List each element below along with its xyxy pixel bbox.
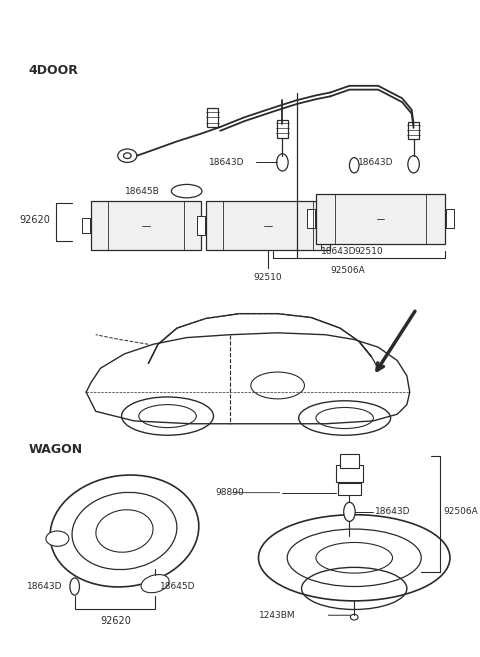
Text: 18645B: 18645B bbox=[124, 187, 159, 196]
Text: 18643D: 18643D bbox=[27, 582, 62, 591]
Text: 18643D: 18643D bbox=[209, 158, 244, 167]
Text: 18645D: 18645D bbox=[160, 582, 195, 591]
Bar bbox=[197, 216, 205, 235]
Text: 4DOOR: 4DOOR bbox=[29, 64, 79, 77]
Bar bbox=[331, 216, 339, 235]
Ellipse shape bbox=[141, 574, 169, 593]
Bar bbox=[340, 455, 359, 468]
Text: 92510: 92510 bbox=[254, 273, 282, 282]
Ellipse shape bbox=[344, 502, 355, 522]
Bar bbox=[83, 218, 90, 233]
Ellipse shape bbox=[46, 531, 69, 547]
Bar bbox=[316, 194, 445, 244]
Bar bbox=[207, 108, 218, 127]
Text: 98890: 98890 bbox=[216, 488, 244, 497]
Bar bbox=[408, 122, 420, 139]
Ellipse shape bbox=[349, 158, 359, 173]
Ellipse shape bbox=[408, 156, 420, 173]
Ellipse shape bbox=[70, 578, 80, 595]
Text: 92510: 92510 bbox=[354, 247, 383, 256]
Text: 92506A: 92506A bbox=[330, 266, 365, 275]
Text: 18643D: 18643D bbox=[375, 507, 411, 516]
Bar bbox=[276, 120, 288, 137]
Text: 92506A: 92506A bbox=[443, 507, 478, 516]
Text: 18643D: 18643D bbox=[321, 247, 356, 256]
Bar bbox=[307, 210, 315, 229]
Text: WAGON: WAGON bbox=[29, 443, 83, 456]
Bar bbox=[336, 465, 363, 482]
Bar bbox=[91, 200, 201, 250]
Text: 92620: 92620 bbox=[100, 616, 132, 626]
Bar bbox=[206, 200, 330, 250]
Text: 18643D: 18643D bbox=[358, 158, 394, 167]
Bar bbox=[446, 210, 454, 229]
Ellipse shape bbox=[276, 154, 288, 171]
Bar bbox=[338, 483, 361, 495]
Text: 92620: 92620 bbox=[19, 215, 50, 225]
Text: 1243BM: 1243BM bbox=[259, 611, 295, 620]
Bar bbox=[202, 218, 210, 233]
